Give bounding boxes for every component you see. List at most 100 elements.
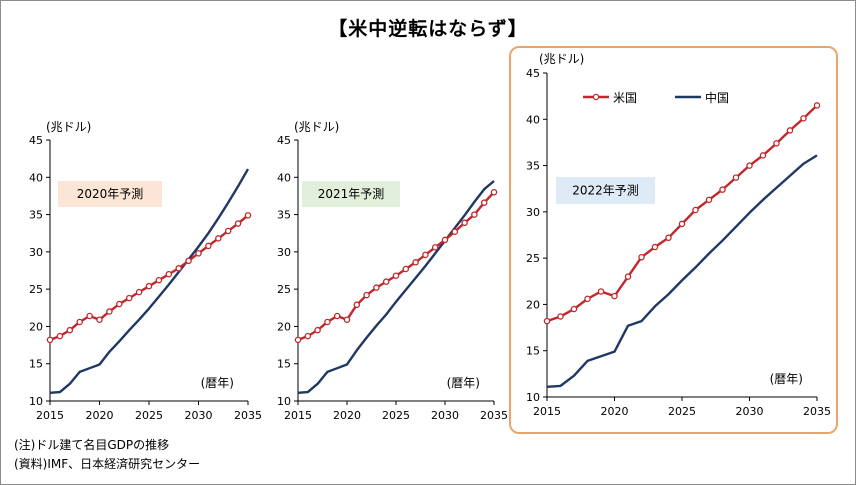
y-unit-label: (兆ドル) (294, 120, 339, 134)
legend-label-china: 中国 (705, 90, 729, 105)
data-point-us (294, 336, 302, 344)
x-tick-label: 2015 (533, 405, 561, 418)
y-tick-label: 10 (277, 395, 291, 408)
data-point-us (461, 219, 468, 227)
data-point-us (773, 140, 780, 147)
data-point-us (402, 265, 410, 273)
series-line-china (546, 154, 818, 389)
y-tick-label: 45 (29, 134, 43, 147)
data-point-us (543, 317, 551, 325)
main-title: 【米中逆転はならず】 (328, 18, 528, 40)
y-tick-label: 30 (526, 206, 540, 219)
data-point-us (759, 152, 767, 159)
y-tick-label: 40 (526, 113, 540, 126)
y-tick-label: 40 (277, 171, 291, 184)
data-point-us (135, 288, 143, 296)
data-point-us (800, 115, 807, 122)
y-tick-label: 35 (277, 209, 291, 222)
data-point-us (234, 220, 242, 227)
data-point-us (392, 272, 400, 279)
series-line-china (297, 180, 495, 394)
y-tick-label: 25 (277, 283, 291, 296)
data-point-us (373, 284, 380, 291)
y-tick-label: 30 (277, 246, 291, 259)
y-tick-label: 45 (526, 67, 540, 80)
data-point-us (451, 228, 459, 235)
data-point-us (165, 270, 173, 278)
forecast-badge-bg (556, 177, 655, 204)
y-tick-label: 20 (277, 320, 291, 333)
forecast-badge-label: 2022年予測 (572, 184, 639, 198)
data-point-us (145, 282, 153, 290)
x-tick-label: 2025 (668, 405, 696, 418)
data-point-us (116, 300, 123, 308)
x-tick-label: 2035 (480, 409, 508, 422)
series-line-china (49, 168, 250, 394)
x-tick-label: 2025 (382, 409, 410, 422)
x-unit-label: (暦年) (201, 376, 234, 390)
data-point-us (412, 259, 419, 266)
note-line-2: (資料)IMF、日本経済研究センター (14, 457, 201, 471)
forecast-badge-label: 2020年予測 (77, 187, 144, 201)
data-point-us (678, 220, 686, 228)
data-point-us (597, 288, 605, 295)
data-point-us (786, 127, 794, 134)
data-point-us (324, 318, 331, 326)
series-line-us (546, 104, 818, 323)
y-tick-label: 40 (29, 171, 43, 184)
x-tick-label: 2020 (333, 409, 361, 422)
data-point-us (56, 332, 64, 340)
data-point-us (719, 186, 726, 193)
y-tick-label: 35 (29, 209, 43, 222)
data-point-us (314, 326, 321, 334)
forecast-badge-label: 2021年予測 (318, 187, 385, 201)
forecast-badge-bg (58, 181, 162, 207)
x-tick-label: 2035 (803, 405, 831, 418)
y-tick-label: 35 (526, 160, 540, 173)
y-tick-label: 45 (277, 134, 291, 147)
data-point-us (624, 273, 632, 280)
data-point-us (705, 196, 713, 204)
data-point-us (155, 276, 163, 284)
data-point-us (244, 212, 252, 219)
x-tick-label: 2020 (86, 409, 114, 422)
data-point-us (333, 312, 341, 320)
data-point-us (692, 206, 699, 214)
data-point-us (106, 308, 113, 315)
y-tick-label: 15 (277, 358, 291, 371)
y-tick-label: 10 (526, 391, 540, 404)
data-point-us (76, 318, 83, 326)
data-point-us (205, 242, 212, 250)
x-tick-label: 2025 (135, 409, 163, 422)
data-point-us (584, 295, 591, 303)
data-point-us (638, 253, 645, 261)
y-tick-label: 15 (526, 345, 540, 358)
data-point-us (490, 188, 498, 196)
data-point-us (732, 174, 740, 181)
data-point-us (611, 292, 618, 300)
data-point-us (471, 211, 478, 218)
data-point-us (570, 305, 578, 313)
data-point-us (125, 294, 133, 302)
x-unit-label: (暦年) (447, 376, 480, 390)
x-tick-label: 2015 (284, 409, 312, 422)
x-tick-label: 2030 (431, 409, 459, 422)
data-point-us (431, 244, 439, 251)
y-tick-label: 15 (29, 358, 43, 371)
data-point-us (66, 326, 74, 334)
legend-marker-us (592, 93, 600, 101)
legend-label-us: 米国 (613, 91, 637, 105)
highlight-box-2022 (509, 46, 838, 434)
data-point-us (422, 251, 429, 259)
y-tick-label: 25 (29, 283, 43, 296)
data-point-us (46, 336, 54, 344)
data-point-us (215, 235, 222, 242)
data-point-us (224, 227, 232, 235)
x-tick-label: 2035 (234, 409, 262, 422)
data-point-us (96, 316, 103, 323)
data-point-us (353, 301, 361, 309)
data-point-us (195, 250, 202, 257)
